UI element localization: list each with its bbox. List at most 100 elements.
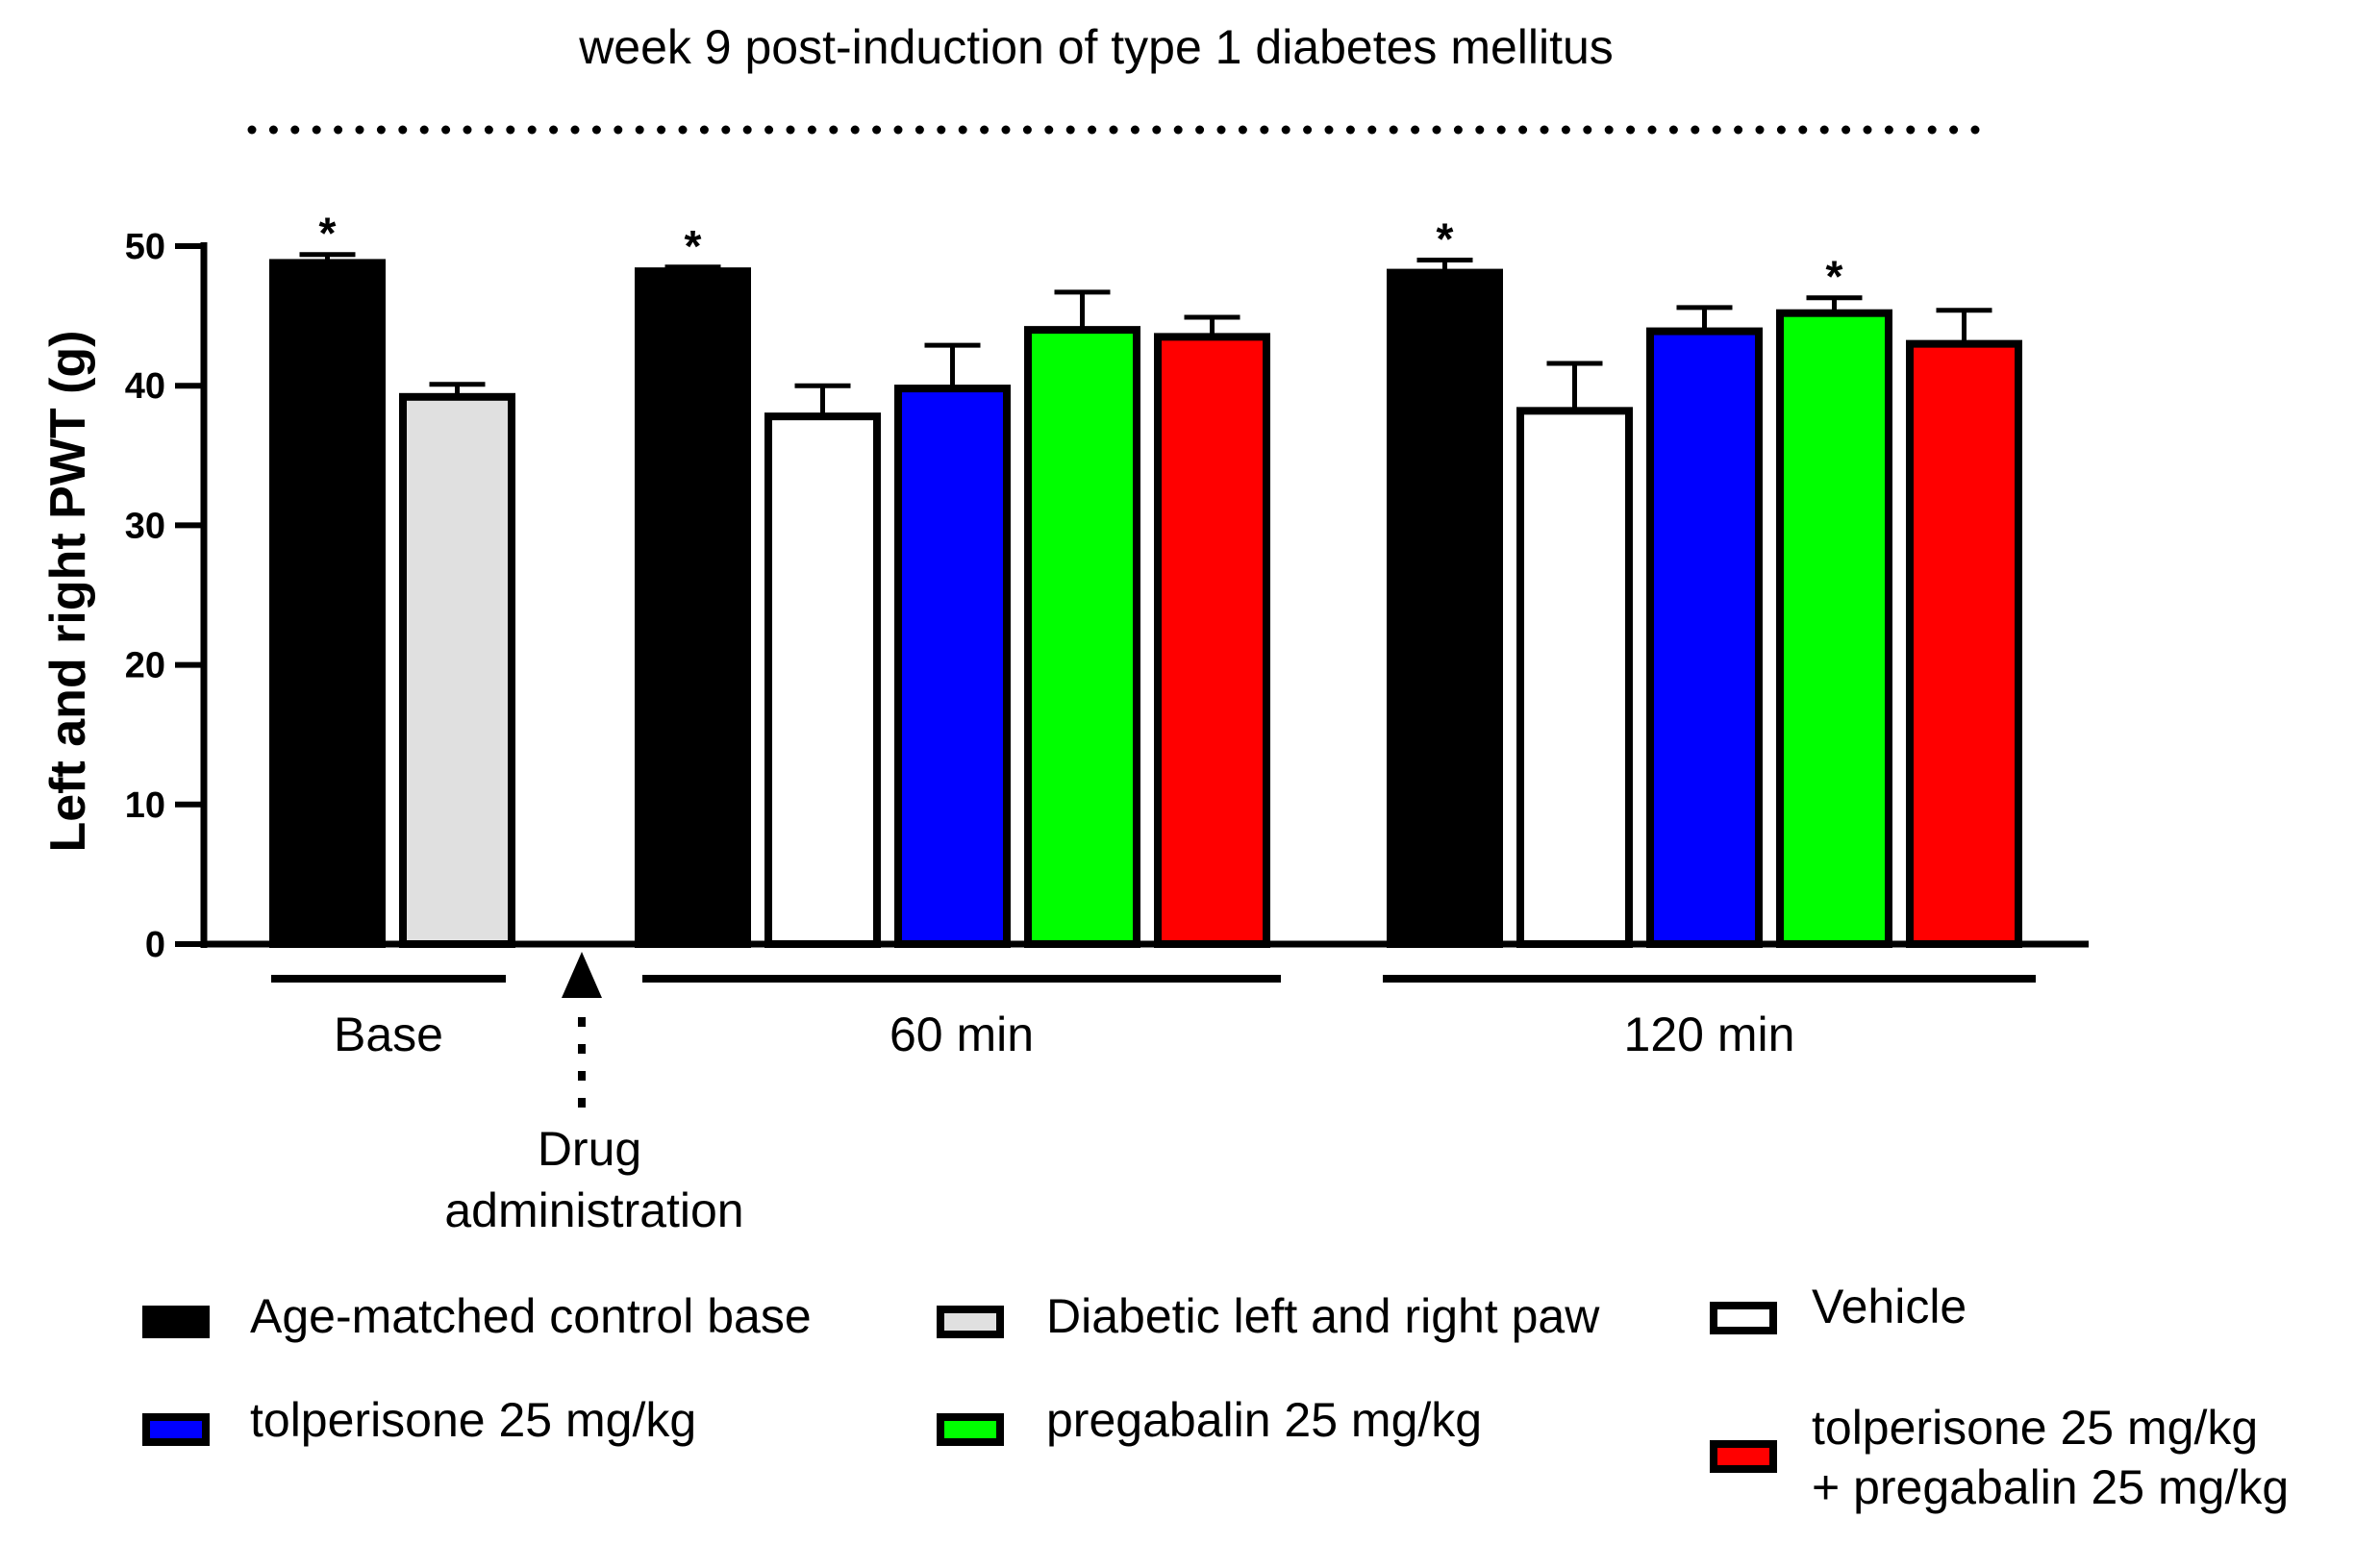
title-rule-dot bbox=[1238, 125, 1247, 135]
title-rule-dot bbox=[1626, 125, 1636, 135]
bar bbox=[764, 412, 881, 949]
y-tick-label: 40 bbox=[125, 366, 165, 407]
title-rule-dot bbox=[1044, 125, 1054, 135]
y-axis: 0 10 20 30 40 50 bbox=[125, 227, 208, 965]
legend-label: pregabalin 25 mg/kg bbox=[1046, 1393, 1482, 1447]
bar bbox=[1516, 407, 1633, 948]
title-rule-dot bbox=[1022, 125, 1032, 135]
title-rule-dot bbox=[829, 125, 839, 135]
title-rule-dot bbox=[1970, 125, 1980, 135]
y-tick-label: 0 bbox=[145, 925, 165, 965]
bar bbox=[1906, 339, 2022, 948]
arrow-dotted-line bbox=[578, 1017, 586, 1108]
title-rule-dot bbox=[1604, 125, 1614, 135]
arrow-dot bbox=[578, 1044, 586, 1054]
title-rule-dot bbox=[1260, 125, 1269, 135]
title-rule-dot bbox=[1496, 125, 1506, 135]
title-rule-dot bbox=[1345, 125, 1355, 135]
arrow-label-line2: administration bbox=[444, 1183, 743, 1237]
group-label: 60 min bbox=[889, 1008, 1034, 1061]
chart-title: week 9 post-induction of type 1 diabetes… bbox=[578, 20, 1614, 74]
title-rule-dot bbox=[1734, 125, 1743, 135]
title-rule-dot bbox=[1367, 125, 1377, 135]
title-rule-dot bbox=[1798, 125, 1808, 135]
title-rule-dot bbox=[1109, 125, 1118, 135]
y-tick-label: 50 bbox=[125, 227, 165, 267]
bar bbox=[1776, 309, 1892, 949]
legend-label: Diabetic left and right paw bbox=[1046, 1289, 1600, 1343]
title-rule-dot bbox=[247, 125, 257, 135]
legend-swatch bbox=[142, 1306, 210, 1338]
title-rule-dot bbox=[1324, 125, 1334, 135]
title-rule-dot bbox=[1281, 125, 1290, 135]
title-rule-dot bbox=[850, 125, 860, 135]
title-rule-dot bbox=[786, 125, 795, 135]
arrow-head-icon bbox=[562, 952, 602, 998]
title-rule-dot bbox=[742, 125, 752, 135]
legend-swatch bbox=[937, 1413, 1004, 1446]
legend-swatch bbox=[1710, 1440, 1777, 1473]
title-rule-dot bbox=[1001, 125, 1011, 135]
y-tick-label: 20 bbox=[125, 646, 165, 686]
title-rule-dot bbox=[1065, 125, 1075, 135]
bars: * * * * bbox=[269, 209, 2022, 949]
title-rule-dot bbox=[1540, 125, 1549, 135]
legend-swatch bbox=[142, 1413, 210, 1446]
title-rule-dot bbox=[268, 125, 278, 135]
arrow-dot bbox=[578, 1098, 586, 1108]
title-rule-dot bbox=[958, 125, 967, 135]
title-rule-dot bbox=[1130, 125, 1140, 135]
title-rule-dot bbox=[570, 125, 580, 135]
bar bbox=[1024, 326, 1140, 948]
drug-administration-arrow bbox=[562, 952, 602, 1108]
title-rule-dot bbox=[506, 125, 515, 135]
title-rule-dot bbox=[614, 125, 623, 135]
significance-marker: * bbox=[319, 209, 337, 259]
title-rule-dot bbox=[1841, 125, 1851, 135]
title-rule-dot bbox=[1173, 125, 1183, 135]
title-rule-dot bbox=[721, 125, 731, 135]
title-rule-dot bbox=[1647, 125, 1657, 135]
legend: Age-matched control base Diabetic left an… bbox=[142, 1280, 2289, 1514]
title-rule-dot bbox=[764, 125, 774, 135]
bar bbox=[269, 259, 386, 948]
legend-label: tolperisone 25 mg/kg bbox=[1812, 1401, 2258, 1455]
arrow-dot bbox=[578, 1017, 586, 1027]
bar bbox=[1154, 333, 1270, 948]
y-tick-label: 10 bbox=[125, 785, 165, 826]
title-rule-dot bbox=[1863, 125, 1872, 135]
legend-swatch bbox=[937, 1306, 1004, 1338]
title-rule-dot bbox=[1411, 125, 1420, 135]
title-rule-dot bbox=[1518, 125, 1528, 135]
title-dotted-rule bbox=[247, 125, 1980, 135]
legend-swatch bbox=[1710, 1302, 1777, 1334]
bar bbox=[1646, 327, 1763, 948]
title-rule-dot bbox=[1668, 125, 1678, 135]
title-rule-dot bbox=[1691, 125, 1700, 135]
title-rule-dot bbox=[376, 125, 386, 135]
title-rule-dot bbox=[1303, 125, 1313, 135]
bar bbox=[894, 385, 1011, 948]
group-labels: Base 60 min 120 min bbox=[271, 975, 2036, 1061]
title-rule-dot bbox=[1712, 125, 1721, 135]
legend-label: + pregabalin 25 mg/kg bbox=[1812, 1460, 2289, 1514]
title-rule-dot bbox=[1583, 125, 1592, 135]
title-rule-dot bbox=[290, 125, 300, 135]
legend-label: Age-matched control base bbox=[250, 1289, 812, 1343]
title-rule-dot bbox=[635, 125, 644, 135]
title-rule-dot bbox=[657, 125, 666, 135]
significance-marker: * bbox=[1826, 252, 1843, 302]
y-tick-label: 30 bbox=[125, 506, 165, 546]
title-rule-dot bbox=[1152, 125, 1162, 135]
title-rule-dot bbox=[355, 125, 364, 135]
arrow-label-line1: Drug bbox=[538, 1122, 641, 1176]
title-rule-dot bbox=[937, 125, 946, 135]
legend-label: tolperisone 25 mg/kg bbox=[250, 1393, 696, 1447]
title-rule-dot bbox=[312, 125, 321, 135]
title-rule-dot bbox=[1906, 125, 1916, 135]
title-rule-dot bbox=[893, 125, 903, 135]
significance-marker: * bbox=[685, 221, 702, 271]
title-rule-dot bbox=[914, 125, 924, 135]
title-rule-dot bbox=[441, 125, 451, 135]
